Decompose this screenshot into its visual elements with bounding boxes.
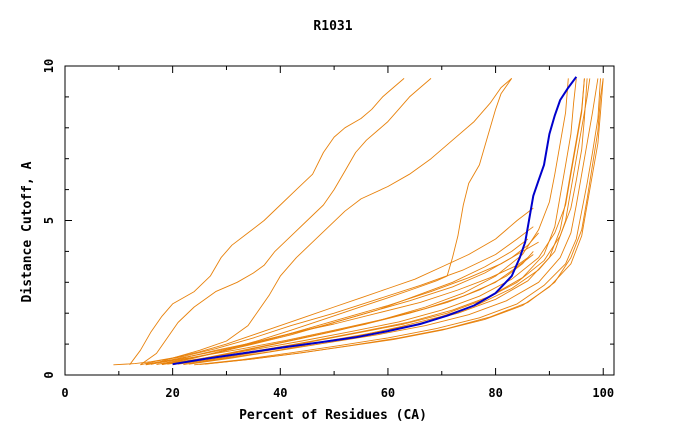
series-line-5 xyxy=(161,241,539,365)
chart-title: R1031 xyxy=(313,19,352,34)
y-tick-label: 10 xyxy=(42,59,56,73)
series-line-20 xyxy=(129,78,405,366)
x-tick-label: 100 xyxy=(592,386,614,400)
series-line-17 xyxy=(204,78,604,365)
series-line-8 xyxy=(151,257,529,365)
x-axis-label: Percent of Residues (CA) xyxy=(239,408,427,423)
series-line-18 xyxy=(172,78,577,365)
series-line-10 xyxy=(188,78,599,365)
series-line-14 xyxy=(161,78,585,365)
series-line-11 xyxy=(194,78,601,366)
y-tick-label: 0 xyxy=(42,371,56,378)
series-line-2 xyxy=(140,226,534,366)
x-tick-label: 0 xyxy=(61,386,68,400)
x-tick-label: 60 xyxy=(381,386,395,400)
series-line-22 xyxy=(161,78,513,365)
ticks-layer: 0 20 40 60 80 100 0 5 10 xyxy=(42,59,614,400)
series-line-15 xyxy=(177,78,585,365)
series-line-16 xyxy=(145,78,569,366)
y-axis-label: Distance Cutoff, A xyxy=(20,161,35,302)
highlighted-series-line xyxy=(172,76,578,366)
x-tick-label: 80 xyxy=(488,386,502,400)
series-line-6 xyxy=(172,251,534,366)
y-tick-label: 5 xyxy=(42,217,56,224)
series-line-9 xyxy=(183,78,591,365)
series-layer xyxy=(113,76,604,366)
x-tick-label: 40 xyxy=(273,386,287,400)
series-line-3 xyxy=(145,232,539,365)
x-tick-label: 20 xyxy=(165,386,179,400)
series-line-19 xyxy=(140,78,432,366)
series-line-21 xyxy=(150,78,512,365)
